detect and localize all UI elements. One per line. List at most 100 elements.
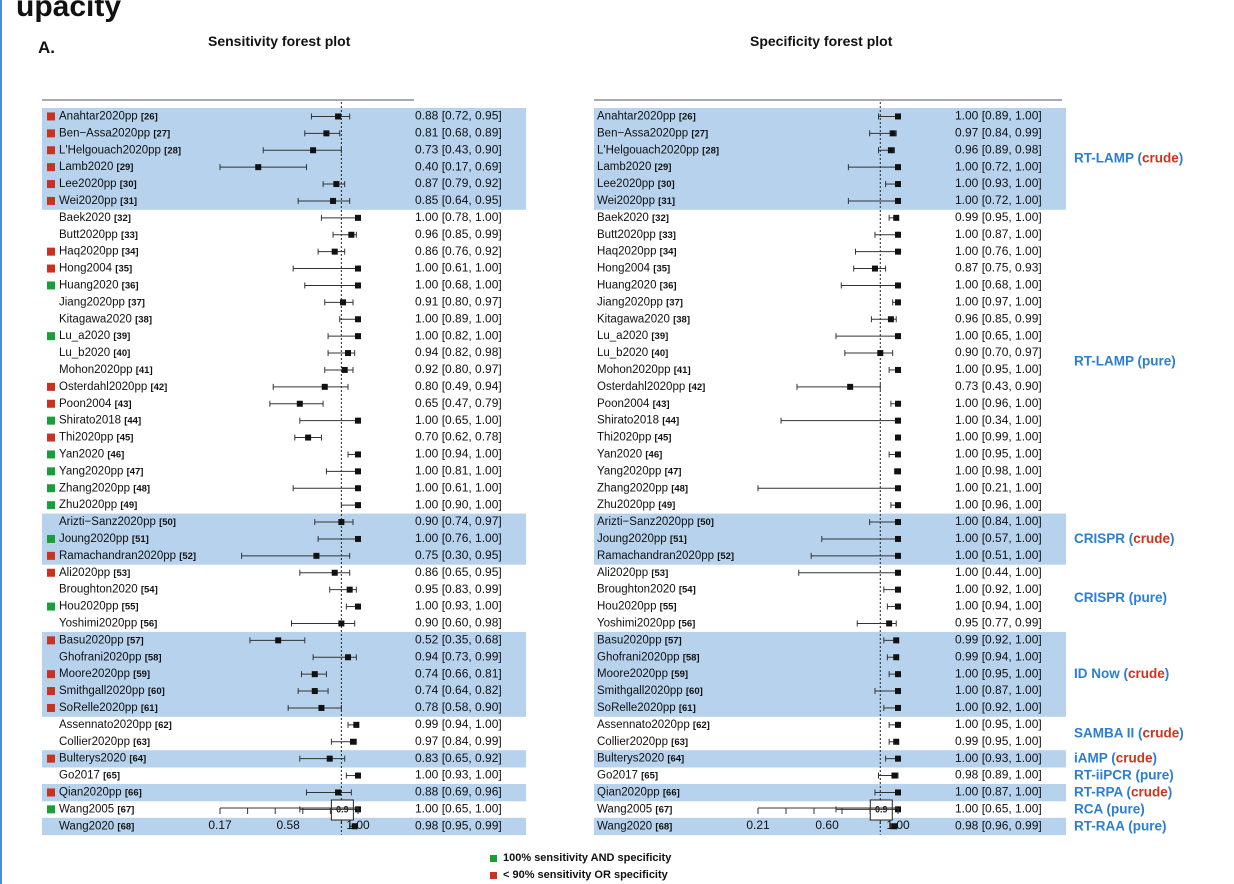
study-ref: [62] [155,719,172,730]
ci-text: 0.40 [0.17, 0.69] [415,159,502,173]
study-label: Basu2020pp [57] [597,634,682,646]
point-estimate [345,654,352,661]
study-name: Jiang2020pp [59,296,128,308]
point-estimate [891,772,898,779]
study-ref: [63] [133,736,150,747]
band-left [42,750,526,768]
study-ref: [66] [663,787,680,798]
point-estimate [345,350,352,357]
ci-text: 0.99 [0.94, 1.00] [415,717,502,731]
ci-text: 0.95 [0.83, 0.99] [415,582,502,596]
ci-text: 0.90 [0.74, 0.97] [415,514,502,528]
ci-text: 0.99 [0.94, 1.00] [955,649,1042,663]
band-right [594,141,1066,160]
point-estimate [887,316,894,323]
ci-text: 1.00 [0.44, 1.00] [955,565,1042,579]
quality-marker [47,467,55,476]
study-label: Jiang2020pp [37] [597,296,683,308]
section-title: upacity [16,0,122,23]
ci-text: 0.88 [0.69, 0.96] [415,785,502,799]
study-label: Butt2020pp [33] [597,229,676,241]
study-name: Ben−Assa2020pp [597,127,691,139]
study-ref: [38] [135,314,152,325]
study-name: Poon2004 [597,398,653,410]
study-ref: [34] [660,246,677,257]
ci-text: 0.73 [0.43, 0.90] [415,142,502,156]
group-label: RT-LAMP (pure) [1074,353,1176,368]
ci-text: 0.70 [0.62, 0.78] [415,430,502,444]
band-left [42,648,526,667]
point-estimate [895,552,901,559]
point-estimate [355,265,361,272]
ci-text: 1.00 [0.97, 1.00] [955,295,1042,309]
study-label: Go2017 [65] [597,770,658,782]
ci-text: 1.00 [0.65, 1.00] [955,328,1042,342]
study-ref: [43] [115,398,132,409]
study-name: Osterdahl2020pp [59,381,150,393]
point-estimate [895,519,901,526]
ci-text: 1.00 [0.57, 1.00] [955,531,1042,545]
ci-text: 1.00 [0.76, 1.00] [955,244,1042,258]
point-estimate [355,282,361,289]
band-right [594,192,1066,210]
quality-marker [47,670,55,679]
group-method: RT-RAA ( [1074,818,1133,833]
x-tick-label: 1.00 [346,818,370,832]
band-right [594,124,1066,143]
study-ref: [43] [653,398,670,409]
ci-text: 0.96 [0.85, 0.99] [415,227,502,241]
ci-text: 1.00 [0.65, 1.00] [955,802,1042,816]
study-ref: [33] [659,229,676,240]
ci-text: 0.96 [0.89, 0.98] [955,142,1042,156]
study-ref: [26] [141,111,158,122]
ci-text: 1.00 [0.92, 1.00] [955,582,1042,596]
study-ref: [65] [641,770,658,781]
ci-text: 0.95 [0.77, 0.99] [955,616,1042,630]
study-name: Ghofrani2020pp [59,651,145,663]
group-qualifier: crude [1128,666,1165,681]
group-label: CRISPR (crude) [1074,531,1175,546]
study-name: Zhang2020pp [59,482,133,494]
study-name: Arizti−Sanz2020pp [597,516,697,528]
study-label: Hong2004 [35] [597,263,670,275]
ci-text: 0.98 [0.95, 0.99] [415,818,502,832]
study-ref: [42] [688,381,705,392]
study-label: Ben−Assa2020pp [27] [597,127,708,139]
x-tick-label: 1.00 [886,818,910,832]
point-estimate [355,502,361,509]
study-name: Lu_b2020 [59,347,113,359]
ci-text: 0.52 [0.35, 0.68] [415,633,502,647]
study-label: Shirato2018 [44] [597,415,679,427]
study-label: Joung2020pp [51] [597,533,687,545]
quality-marker [47,129,55,138]
study-ref: [27] [153,128,170,139]
study-ref: [48] [671,483,688,494]
band-right [594,175,1066,193]
ci-text: 1.00 [0.93, 1.00] [955,751,1042,765]
group-label: RT-iiPCR (pure) [1074,767,1174,782]
study-label: Wei2020pp [31] [59,195,137,207]
legend-red-label: < 90% sensitivity OR specificity [503,869,668,881]
group-method: ID Now ( [1074,666,1128,681]
point-estimate [350,738,357,745]
study-name: Haq2020pp [59,246,122,258]
point-estimate [891,823,898,830]
group-label: ID Now (crude) [1074,666,1169,681]
ci-text: 1.00 [0.68, 1.00] [415,278,502,292]
point-estimate [895,755,901,762]
point-estimate [895,704,901,711]
study-ref: [61] [679,702,696,713]
study-name: Huang2020 [59,279,122,291]
study-name: Ali2020pp [597,567,651,579]
study-label: Yan2020 [46] [59,448,124,460]
point-estimate [355,333,361,340]
study-label: Arizti−Sanz2020pp [50] [597,516,714,528]
ci-text: 1.00 [0.87, 1.00] [955,227,1042,241]
study-name: SoRelle2020pp [597,702,679,714]
legend-green-label: 100% sensitivity AND specificity [503,852,672,864]
study-name: Mohon2020pp [59,364,136,376]
group-qualifier: pure [1133,590,1163,605]
point-estimate [330,197,337,204]
quality-marker [47,433,55,442]
study-label: Wang2005 [67] [59,803,134,815]
